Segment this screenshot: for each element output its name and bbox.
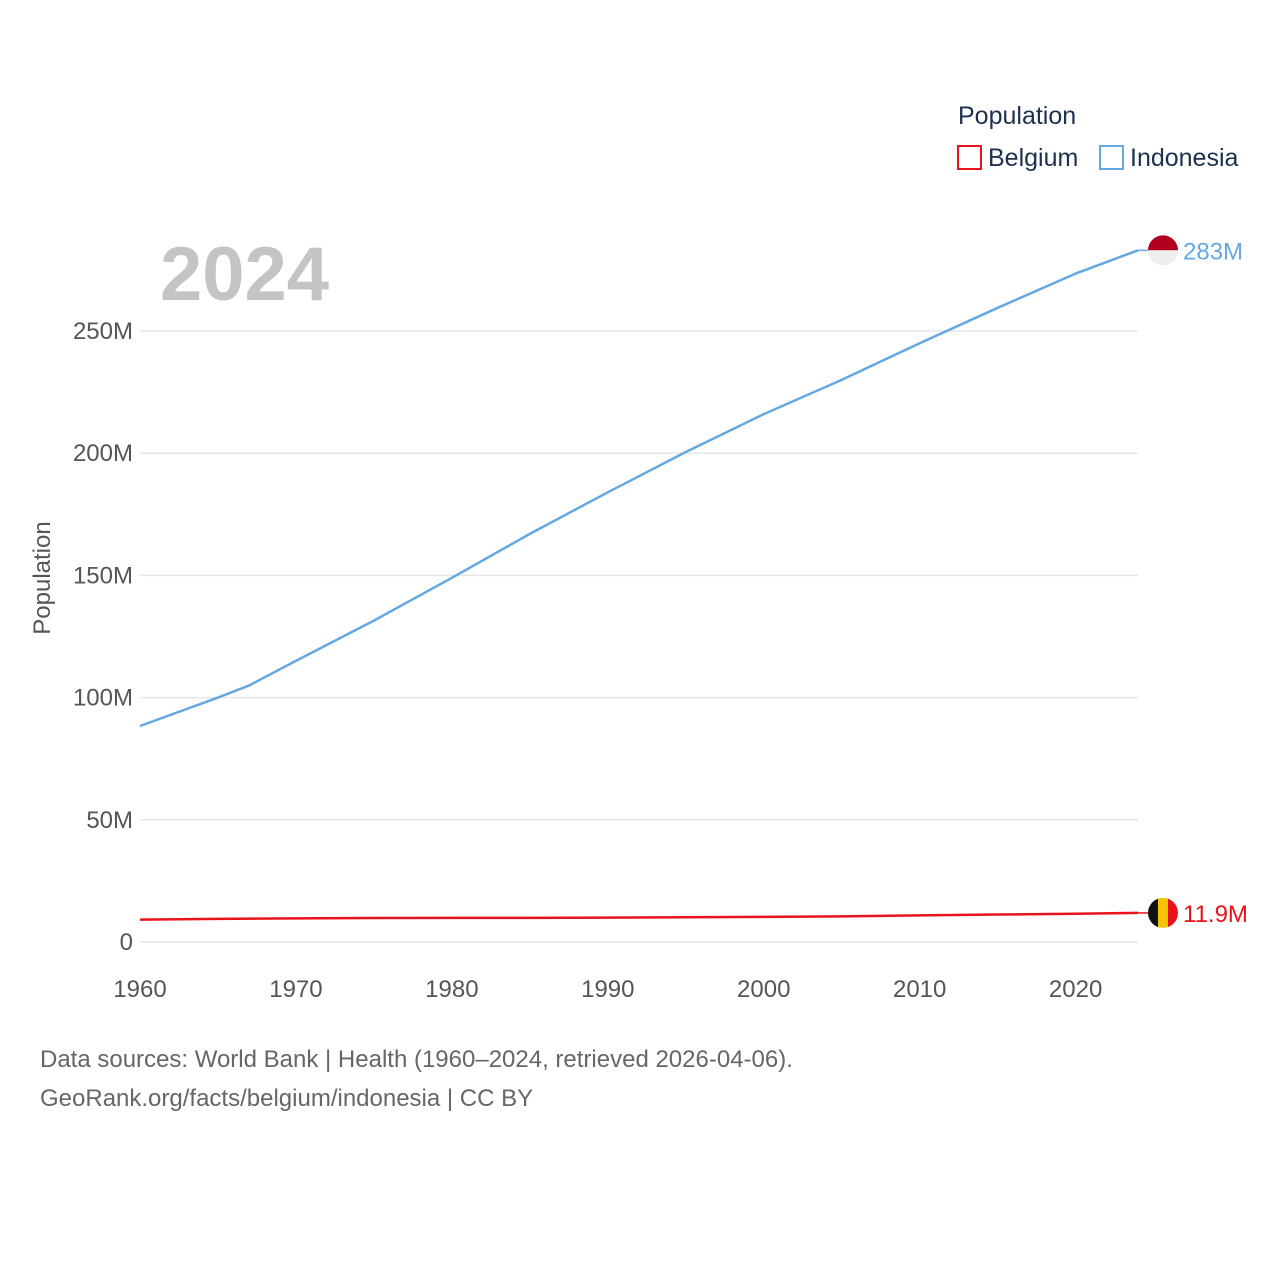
legend-swatch-indonesia[interactable] [1099, 145, 1124, 170]
x-tick-label: 1960 [113, 976, 166, 1003]
series-line-belgium [139, 911, 1139, 921]
y-axis-title: Population [29, 521, 56, 634]
indonesia-flag-icon [1148, 235, 1178, 266]
x-tick-label: 1980 [425, 976, 478, 1003]
grid [140, 330, 1138, 943]
y-tick-label: 200M [73, 440, 133, 467]
x-tick-label: 1970 [269, 976, 322, 1003]
y-tick-label: 250M [73, 318, 133, 345]
attribution-text: GeoRank.org/facts/belgium/indonesia | CC… [40, 1085, 534, 1112]
belgium-flag-icon [1148, 897, 1178, 928]
indonesia-end-label: 283M [1183, 238, 1243, 265]
y-tick-label: 50M [86, 807, 133, 834]
year-label: 2024 [160, 232, 329, 317]
series-lines [139, 249, 1148, 921]
x-tick-label: 2000 [737, 976, 790, 1003]
y-axis-ticks: 0 50M 100M 150M 200M 250M [73, 318, 133, 956]
x-tick-label: 2020 [1049, 976, 1102, 1003]
x-tick-label: 2010 [893, 976, 946, 1003]
footer: Data sources: World Bank | Health (1960–… [40, 1040, 793, 1118]
y-tick-label: 100M [73, 685, 133, 712]
y-tick-label: 0 [120, 929, 133, 956]
legend-label-indonesia[interactable]: Indonesia [1130, 144, 1239, 172]
legend-title: Population [958, 102, 1076, 130]
y-tick-label: 150M [73, 562, 133, 589]
data-sources-text: Data sources: World Bank | Health (1960–… [40, 1046, 793, 1073]
legend-label-belgium[interactable]: Belgium [988, 144, 1078, 172]
legend-swatch-belgium[interactable] [957, 145, 982, 170]
x-axis-ticks: 1960 1970 1980 1990 2000 2010 2020 [113, 976, 1102, 1003]
x-tick-label: 1990 [581, 976, 634, 1003]
belgium-end-label: 11.9M [1183, 901, 1248, 928]
series-line-indonesia [139, 249, 1139, 728]
